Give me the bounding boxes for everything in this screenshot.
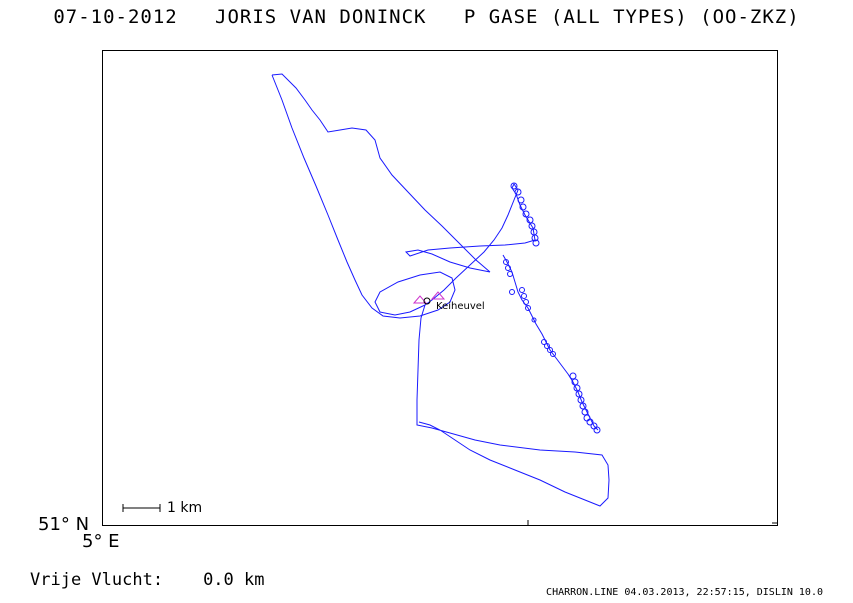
thermal-circles — [503, 182, 601, 434]
longitude-label: 5° E — [82, 531, 120, 552]
map-frame — [102, 50, 778, 526]
airfield-icon — [423, 297, 431, 305]
airfield-marker — [412, 291, 446, 304]
credit-line: CHARRON.LINE 04.03.2013, 22:57:15, DISLI… — [546, 587, 823, 598]
flight-track — [271, 73, 610, 507]
axis-ticks — [527, 520, 778, 526]
latitude-label: 51° N — [38, 514, 90, 535]
place-label: Keiheuvel — [436, 301, 485, 312]
map-title: 07-10-2012 JORIS VAN DONINCK P GASE (ALL… — [53, 6, 800, 28]
scale-label: 1 km — [167, 500, 203, 516]
distance-label: Vrije Vlucht: — [30, 570, 164, 590]
distance-readout: Vrije Vlucht: 0.0 km — [30, 570, 264, 590]
scale-bar — [122, 504, 161, 512]
flight-track-east — [502, 254, 599, 431]
distance-value: 0.0 km — [203, 570, 265, 590]
